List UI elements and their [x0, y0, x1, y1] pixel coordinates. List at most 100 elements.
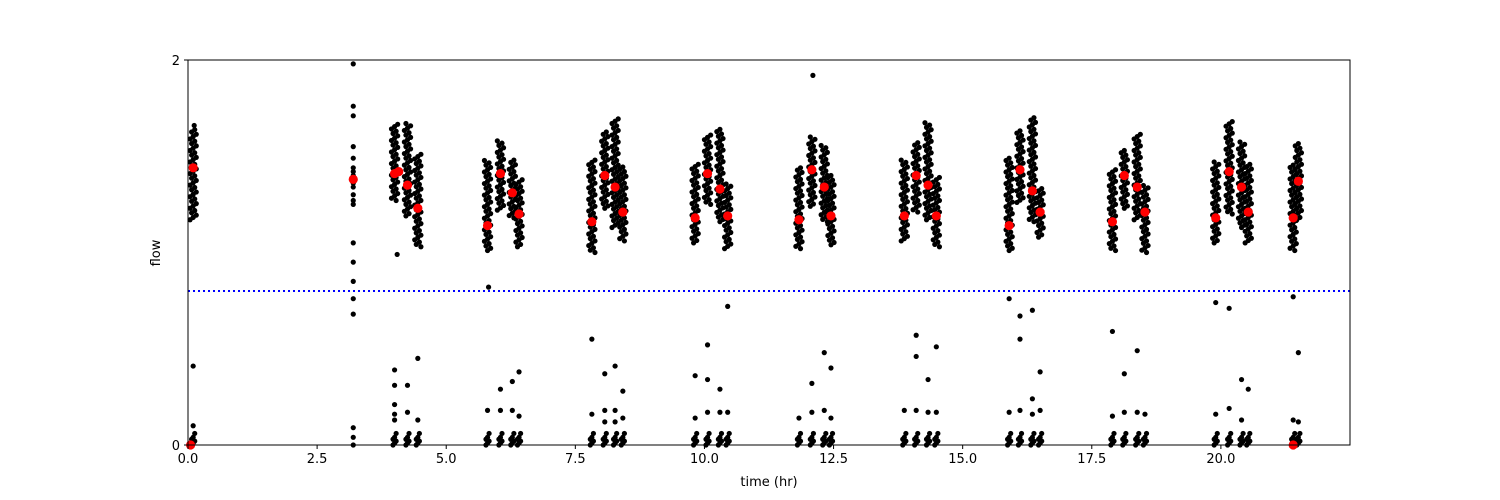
data-point [935, 181, 941, 187]
data-point [193, 201, 199, 207]
data-point [350, 184, 356, 190]
data-point [350, 192, 356, 198]
data-point [1290, 162, 1296, 168]
data-point [1009, 245, 1015, 251]
data-point [1134, 348, 1140, 354]
data-point [1121, 147, 1127, 154]
data-point [695, 196, 701, 202]
data-point [350, 278, 356, 284]
data-point [1039, 220, 1045, 226]
data-point [829, 200, 836, 206]
data-point [1290, 294, 1296, 300]
x-tick-label: 0.0 [178, 452, 199, 467]
x-axis-label: time (hr) [740, 475, 797, 490]
data-point [821, 350, 827, 356]
data-point [391, 382, 398, 388]
data-point [404, 382, 411, 388]
data-point [350, 165, 356, 171]
data-point [728, 206, 734, 212]
data-point [623, 173, 629, 179]
data-point [1006, 409, 1012, 415]
data-point [1214, 168, 1220, 174]
data-point [1136, 150, 1142, 156]
data-point [592, 192, 598, 198]
data-point [612, 363, 618, 369]
data-point [810, 143, 817, 149]
data-point [1145, 219, 1151, 226]
data-point [603, 198, 609, 204]
data-point [1009, 176, 1015, 182]
data-point [726, 430, 732, 437]
data-point [511, 430, 517, 437]
mean-point [402, 180, 413, 190]
data-point [812, 159, 818, 166]
data-point [903, 206, 909, 212]
mean-point [715, 184, 725, 194]
data-point [915, 163, 921, 169]
data-point [708, 144, 714, 150]
data-point [603, 164, 609, 170]
data-point [1228, 183, 1234, 189]
data-point [812, 194, 818, 200]
x-tick-label: 7.5 [565, 452, 586, 467]
data-point [1297, 191, 1303, 197]
data-point [350, 296, 356, 302]
data-point [605, 191, 611, 197]
data-point [1216, 196, 1222, 202]
data-point [1216, 184, 1222, 191]
mean-point [819, 182, 829, 192]
data-point [350, 259, 356, 265]
data-point [614, 123, 620, 129]
data-point [497, 386, 504, 392]
data-point [1008, 241, 1014, 247]
data-point [486, 160, 492, 166]
data-point [1136, 161, 1142, 167]
data-point [614, 157, 620, 164]
data-point [350, 201, 356, 207]
data-point [519, 177, 525, 183]
data-point [486, 430, 492, 437]
data-point [1214, 430, 1220, 437]
data-point [797, 234, 804, 240]
data-point [592, 169, 598, 175]
data-point [1031, 115, 1037, 121]
data-point [1008, 160, 1014, 166]
data-point [589, 336, 595, 342]
x-tick-label: 12.5 [819, 452, 848, 467]
data-point [488, 234, 494, 240]
data-point [407, 204, 414, 210]
data-point [915, 140, 921, 146]
data-point [499, 152, 505, 158]
data-point [718, 177, 725, 183]
data-point [936, 174, 943, 181]
data-point [406, 141, 412, 147]
data-point [936, 186, 943, 192]
data-point [1228, 160, 1234, 166]
data-point [1143, 430, 1150, 437]
data-point [824, 149, 830, 155]
data-point [927, 122, 933, 128]
data-point [1137, 177, 1143, 184]
data-point [1216, 161, 1222, 167]
data-point [416, 193, 422, 199]
data-point [416, 216, 422, 222]
data-point [486, 241, 492, 247]
data-point [1229, 119, 1235, 125]
data-point [1247, 173, 1253, 179]
data-point [1018, 144, 1025, 150]
data-point [602, 407, 608, 413]
data-point [925, 376, 931, 383]
data-point [393, 186, 399, 192]
data-point [1039, 232, 1045, 238]
data-point [1229, 176, 1235, 182]
data-point [821, 407, 827, 413]
data-point [416, 170, 422, 176]
data-point [391, 417, 398, 423]
data-point [810, 189, 817, 196]
data-point [1228, 149, 1234, 155]
data-point [393, 430, 399, 437]
data-point [695, 207, 701, 214]
data-point [393, 197, 399, 204]
data-point [620, 388, 626, 394]
data-point [500, 145, 507, 151]
